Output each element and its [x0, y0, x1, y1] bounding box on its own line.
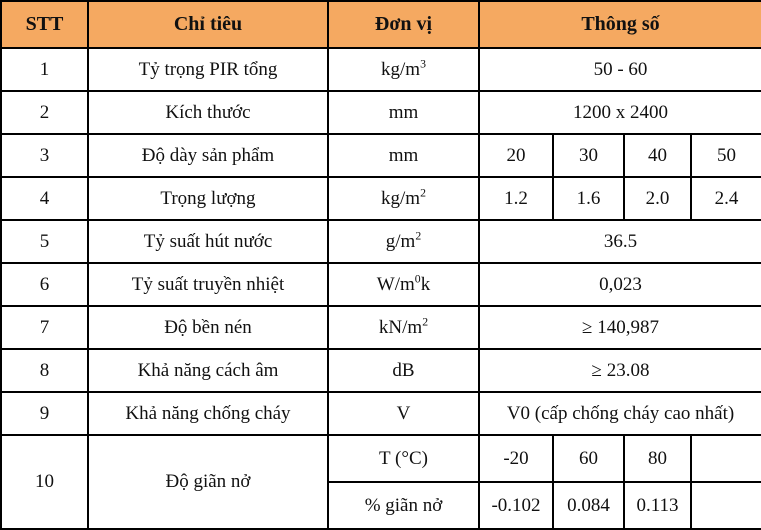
- value-cell: -20: [478, 434, 554, 483]
- unit-sup: 3: [420, 57, 426, 71]
- table-row: 3 Độ dày sản phẩm mm 20 30 40 50: [0, 133, 761, 178]
- table-row: 6 Tỷ suất truyền nhiệt W/m0k 0,023: [0, 262, 761, 307]
- stt-cell: 1: [0, 47, 89, 92]
- unit-base: mm: [388, 144, 419, 166]
- criteria-cell: Tỷ suất truyền nhiệt: [87, 262, 329, 307]
- value-cell: 1200 x 2400: [478, 90, 761, 135]
- table-row: 7 Độ bền nén kN/m2 ≥ 140,987: [0, 305, 761, 350]
- value-cell: 0,023: [478, 262, 761, 307]
- table-row: 1 Tỷ trọng PIR tổng kg/m3 50 - 60: [0, 47, 761, 92]
- stt-cell: 7: [0, 305, 89, 350]
- unit-cell: mm: [327, 90, 480, 135]
- table-row: 2 Kích thước mm 1200 x 2400: [0, 90, 761, 135]
- value-cell: 1.2: [478, 176, 554, 221]
- table-row: 9 Khả năng chống cháy V V0 (cấp chống ch…: [0, 391, 761, 436]
- value-cell: 1.6: [552, 176, 625, 221]
- value-cell: 2.0: [623, 176, 692, 221]
- unit-cell: V: [327, 391, 480, 436]
- value-cell: 0.113: [623, 481, 692, 530]
- header-row: STT Chỉ tiêu Đơn vị Thông số: [0, 0, 761, 49]
- value-cell: 80: [623, 434, 692, 483]
- value-cell: 36.5: [478, 219, 761, 264]
- value-cell: 50: [690, 133, 761, 178]
- table-row: 10 Độ giãn nở T (°C) -20 60 80: [0, 434, 761, 530]
- unit-cell: W/m0k: [327, 262, 480, 307]
- value-cell: ≥ 23.08: [478, 348, 761, 393]
- stt-cell: 5: [0, 219, 89, 264]
- value-cell: 0.084: [552, 481, 625, 530]
- value-cell: ≥ 140,987: [478, 305, 761, 350]
- criteria-cell: Tỷ trọng PIR tổng: [87, 47, 329, 92]
- criteria-cell: Khả năng cách âm: [87, 348, 329, 393]
- table-row: 4 Trọng lượng kg/m2 1.2 1.6 2.0 2.4: [0, 176, 761, 221]
- unit-sup: 2: [422, 315, 429, 329]
- sub-label-cell: T (°C): [327, 434, 480, 483]
- stt-cell: 2: [0, 90, 89, 135]
- unit-sup: 0: [414, 272, 421, 286]
- table-row: 8 Khả năng cách âm dB ≥ 23.08: [0, 348, 761, 393]
- unit-base: kg/m: [381, 187, 421, 209]
- header-stt: STT: [0, 0, 89, 49]
- stt-cell: 4: [0, 176, 89, 221]
- criteria-cell: Kích thước: [87, 90, 329, 135]
- table-row: 5 Tỷ suất hút nước g/m2 36.5: [0, 219, 761, 264]
- stt-cell: 8: [0, 348, 89, 393]
- unit-cell: dB: [327, 348, 480, 393]
- unit-sup: 2: [415, 229, 422, 243]
- value-cell: 60: [552, 434, 625, 483]
- value-cell: [690, 481, 761, 530]
- unit-base: kg/m: [381, 58, 421, 80]
- stt-cell: 6: [0, 262, 89, 307]
- unit-tail: k: [420, 273, 431, 295]
- criteria-cell: Độ giãn nở: [87, 434, 329, 530]
- unit-cell: kg/m3: [327, 47, 480, 92]
- value-cell: V0 (cấp chống cháy cao nhất): [478, 391, 761, 436]
- table-row: % giãn nở -0.102 0.084 0.113: [1, 481, 761, 530]
- header-criteria: Chỉ tiêu: [87, 0, 329, 49]
- criteria-cell: Trọng lượng: [87, 176, 329, 221]
- criteria-cell: Tỷ suất hút nước: [87, 219, 329, 264]
- unit-cell: g/m2: [327, 219, 480, 264]
- unit-cell: mm: [327, 133, 480, 178]
- stt-cell: 3: [0, 133, 89, 178]
- unit-base: dB: [392, 359, 415, 381]
- value-cell: 30: [552, 133, 625, 178]
- sub-label-cell: % giãn nở: [327, 481, 480, 530]
- criteria-cell: Khả năng chống cháy: [87, 391, 329, 436]
- value-cell: 40: [623, 133, 692, 178]
- stt-cell: 10: [0, 434, 89, 530]
- unit-base: V: [396, 402, 411, 424]
- unit-cell: kg/m2: [327, 176, 480, 221]
- value-cell: 50 - 60: [478, 47, 761, 92]
- unit-sup: 2: [420, 186, 426, 200]
- value-cell: -0.102: [478, 481, 554, 530]
- value-cell: 20: [478, 133, 554, 178]
- unit-base: g/m: [385, 230, 416, 252]
- criteria-cell: Độ bền nén: [87, 305, 329, 350]
- unit-base: W/m: [376, 273, 415, 295]
- header-parameter: Thông số: [478, 0, 761, 49]
- unit-cell: kN/m2: [327, 305, 480, 350]
- value-cell: 2.4: [690, 176, 761, 221]
- unit-base: kN/m: [378, 316, 423, 338]
- value-cell: [690, 434, 761, 483]
- stt-cell: 9: [0, 391, 89, 436]
- criteria-cell: Độ dày sản phẩm: [87, 133, 329, 178]
- header-unit: Đơn vị: [327, 0, 480, 49]
- unit-base: mm: [388, 101, 419, 123]
